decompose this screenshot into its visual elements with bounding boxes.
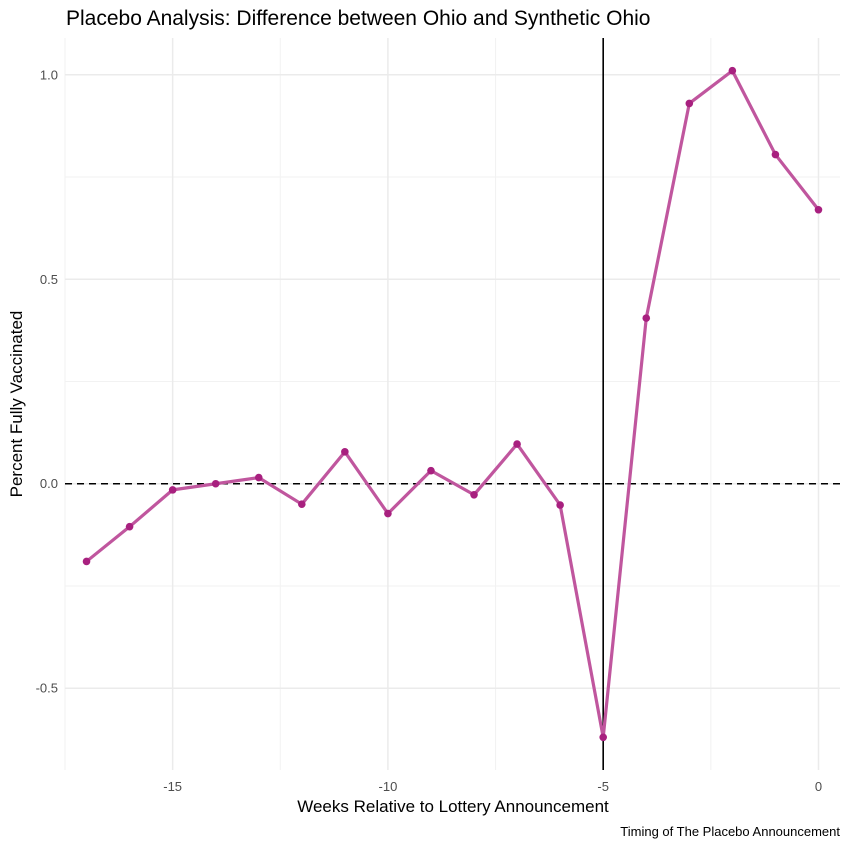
y-axis-ticks: -0.5 0.0 0.5 1.0 — [36, 67, 58, 695]
data-point — [427, 466, 435, 475]
data-point — [125, 522, 134, 531]
data-point — [814, 205, 823, 214]
data-point — [771, 150, 780, 159]
chart-title: Placebo Analysis: Difference between Ohi… — [66, 7, 650, 30]
x-tick-label: -5 — [597, 779, 609, 794]
data-point — [384, 509, 392, 518]
data-point — [341, 448, 349, 456]
reference-lines — [65, 38, 840, 770]
data-point — [599, 733, 607, 742]
data-point — [685, 99, 694, 108]
data-point — [556, 501, 564, 509]
series-line — [84, 69, 821, 739]
data-point — [470, 490, 478, 499]
data-point — [254, 473, 263, 482]
y-tick-label: -0.5 — [36, 681, 58, 696]
x-tick-label: 0 — [815, 779, 822, 794]
data-point — [168, 486, 177, 494]
data-point — [642, 314, 651, 322]
grid-major — [65, 38, 840, 770]
data-point — [728, 66, 737, 75]
x-tick-label: -15 — [163, 779, 182, 794]
grid-minor — [64, 38, 840, 770]
y-tick-label: 1.0 — [40, 67, 58, 82]
y-tick-label: 0.0 — [40, 476, 58, 491]
data-point — [513, 440, 521, 448]
y-axis-title: Percent Fully Vaccinated — [7, 311, 26, 498]
x-tick-label: -10 — [379, 779, 398, 794]
x-axis-ticks: -15 -10 -5 0 — [163, 779, 822, 794]
chart-caption: Timing of The Placebo Announcement — [620, 824, 840, 839]
y-tick-label: 0.5 — [40, 272, 58, 287]
series-layer — [82, 66, 823, 742]
data-point — [82, 557, 91, 566]
data-point — [211, 479, 220, 488]
data-point — [298, 500, 306, 508]
x-axis-title: Weeks Relative to Lottery Announcement — [297, 797, 609, 816]
